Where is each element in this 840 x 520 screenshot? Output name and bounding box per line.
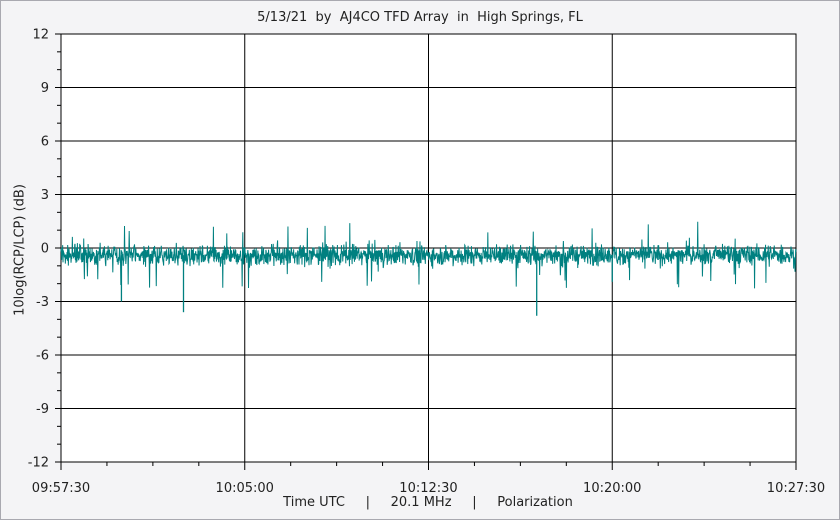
y-tick: -3 [36, 295, 61, 310]
y-tick: 3 [41, 188, 61, 203]
x-axis-caption: Time UTC | 20.1 MHz | Polarization [0, 495, 840, 510]
x-tick: 10:05:00 [216, 462, 274, 496]
x-tick-label: 09:57:30 [32, 481, 90, 496]
x-tick-label: 10:12:30 [399, 481, 457, 496]
polarization-trace [60, 221, 797, 316]
x-tick-label: 10:05:00 [216, 481, 274, 496]
x-axis-label: Time UTC [283, 495, 345, 510]
measurement-label: Polarization [497, 495, 573, 510]
chart-title: 5/13/21 by AJ4CO TFD Array in High Sprin… [257, 10, 583, 25]
y-tick-label: 9 [41, 81, 49, 96]
x-tick: 10:20:00 [583, 462, 641, 496]
y-tick-label: 3 [41, 188, 49, 203]
y-tick: -12 [28, 456, 61, 471]
y-tick-label: 0 [41, 242, 49, 257]
y-tick: 9 [41, 81, 61, 96]
y-tick: 6 [41, 135, 61, 150]
y-tick-label: 6 [41, 135, 49, 150]
x-tick-label: 10:20:00 [583, 481, 641, 496]
x-tick: 10:12:30 [399, 462, 458, 496]
x-tick: 10:27:30 [767, 462, 825, 496]
y-axis-ticks: 12 9 6 3 0 -3 -6 -9 -12 [28, 28, 61, 471]
y-tick-label: -3 [36, 295, 49, 310]
y-tick-label: -12 [28, 456, 49, 471]
caption-separator: | [365, 495, 370, 510]
y-tick: 0 [41, 242, 61, 257]
y-tick-label: -9 [36, 402, 49, 417]
trace-line [60, 221, 797, 289]
y-tick: -9 [36, 402, 61, 417]
y-tick: -6 [36, 349, 61, 364]
frequency-label: 20.1 MHz [390, 495, 452, 510]
y-tick: 12 [32, 28, 61, 43]
caption-separator: | [472, 495, 477, 510]
y-tick-label: -6 [36, 349, 49, 364]
x-tick: 09:57:30 [32, 462, 90, 496]
x-axis-ticks: 09:57:30 10:05:00 10:12:30 10:20:00 10:27:30 [32, 462, 825, 496]
y-tick-label: 12 [32, 28, 49, 43]
x-tick-label: 10:27:30 [767, 481, 825, 496]
